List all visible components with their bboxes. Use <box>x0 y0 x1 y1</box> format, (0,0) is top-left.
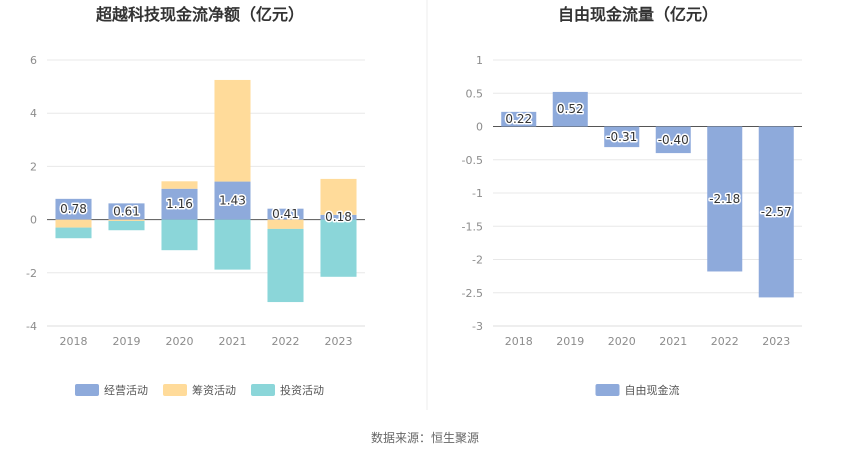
data-label: -2.57 <box>761 205 792 219</box>
free-cashflow-chart: -3 -2.5 -2 -1.5 -1 -0.5 0 0.5 1 0.22 2018 0.52 2019 -… <box>462 54 802 348</box>
legend-swatch <box>595 384 620 396</box>
bar <box>604 126 640 148</box>
data-label: 0.41 <box>272 207 299 221</box>
bar <box>267 219 304 229</box>
legend-swatch <box>163 384 187 396</box>
data-label: 1.16 <box>166 197 193 211</box>
legend-label: 自由现金流 <box>625 383 680 397</box>
bar <box>214 79 251 182</box>
data-label: -2.18 <box>709 192 740 206</box>
y-tick-label: -2 <box>472 254 483 267</box>
y-tick-label: 4 <box>30 107 37 120</box>
bar <box>161 219 198 251</box>
data-source: 数据来源：恒生聚源 <box>371 430 479 445</box>
bar <box>108 203 145 220</box>
y-tick-label: 0.5 <box>466 87 484 100</box>
y-tick-label: -2.5 <box>462 287 483 300</box>
y-tick-label: -2 <box>26 267 37 280</box>
bar <box>320 214 357 220</box>
data-label: -0.31 <box>606 130 637 144</box>
x-tick-label: 2020 <box>166 335 194 348</box>
y-tick-label: 1 <box>476 54 483 67</box>
data-label: 0.61 <box>113 204 140 218</box>
data-label: 0.52 <box>557 102 584 116</box>
right-legend: 自由现金流 <box>595 383 680 397</box>
y-tick-label: -4 <box>26 320 37 333</box>
left-legend: 经营活动 筹资活动 投资活动 <box>75 383 324 397</box>
y-tick-label: 6 <box>30 54 37 67</box>
y-tick-label: 0 <box>476 121 483 134</box>
y-tick-label: -0.5 <box>462 154 483 167</box>
y-tick-label: -1 <box>472 187 483 200</box>
x-tick-label: 2023 <box>762 335 790 348</box>
data-label: -0.40 <box>658 133 689 147</box>
legend-swatch <box>75 384 99 396</box>
bar <box>655 126 691 154</box>
bar <box>108 220 145 231</box>
data-label: 0.18 <box>325 210 352 224</box>
x-tick-label: 2021 <box>219 335 247 348</box>
bar <box>758 126 794 298</box>
bar <box>552 91 588 127</box>
x-tick-label: 2020 <box>608 335 636 348</box>
x-tick-label: 2023 <box>325 335 353 348</box>
bar <box>214 181 251 220</box>
legend-swatch <box>251 384 275 396</box>
x-tick-label: 2019 <box>113 335 141 348</box>
x-tick-label: 2018 <box>505 335 533 348</box>
bar <box>214 219 251 270</box>
data-label: 0.22 <box>505 112 532 126</box>
bar <box>161 188 198 220</box>
bar <box>320 178 357 215</box>
legend-label: 投资活动 <box>280 383 324 397</box>
bar <box>55 198 92 220</box>
legend-label: 筹资活动 <box>192 383 236 397</box>
bar <box>55 227 92 239</box>
bar <box>267 208 304 220</box>
y-tick-label: 2 <box>30 160 37 173</box>
x-tick-label: 2022 <box>272 335 300 348</box>
x-tick-label: 2019 <box>556 335 584 348</box>
bar <box>108 219 145 221</box>
y-tick-label: -3 <box>472 320 483 333</box>
bar <box>320 219 357 277</box>
right-chart-title: 自由现金流量（亿元） <box>558 5 718 24</box>
bar <box>267 228 304 303</box>
y-tick-label: -1.5 <box>462 220 483 233</box>
cashflow-net-chart: -4 -2 0 2 4 6 0.78 2018 0.61 2019 1.16 2020 1.43 2021… <box>26 54 365 348</box>
bar <box>501 111 537 127</box>
bar <box>707 126 743 272</box>
legend-label: 经营活动 <box>104 383 148 397</box>
y-tick-label: 0 <box>30 214 37 227</box>
data-label: 1.43 <box>219 194 246 208</box>
bar <box>161 181 198 189</box>
data-label: 0.78 <box>60 202 87 216</box>
left-chart-title: 超越科技现金流净额（亿元） <box>95 5 304 24</box>
bar <box>55 219 92 228</box>
x-tick-label: 2022 <box>711 335 739 348</box>
x-tick-label: 2021 <box>659 335 687 348</box>
x-tick-label: 2018 <box>60 335 88 348</box>
